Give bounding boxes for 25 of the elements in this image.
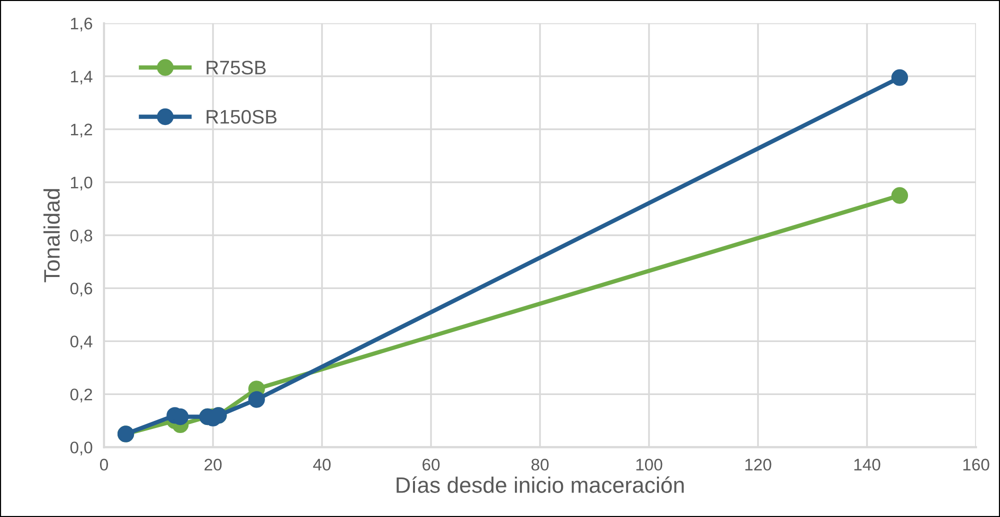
x-axis-title: Días desde inicio maceración bbox=[396, 476, 684, 493]
y-tick-label: 0,4 bbox=[70, 336, 92, 350]
point bbox=[891, 69, 908, 86]
y-tick-label: 1,2 bbox=[70, 124, 92, 138]
x-tick-label: 140 bbox=[854, 458, 880, 471]
x-tick-label: 160 bbox=[963, 458, 990, 471]
x-tick-label: 0 bbox=[100, 458, 108, 471]
y-tick-label: 0,6 bbox=[70, 282, 92, 296]
x-tick-label: 100 bbox=[636, 458, 662, 471]
y-tick-label: 0,0 bbox=[70, 442, 92, 456]
y-tick-label: 0,2 bbox=[70, 388, 92, 402]
x-tick-label: 60 bbox=[422, 458, 440, 471]
y-tick-label: 1,0 bbox=[70, 176, 92, 190]
x-tick-label: 120 bbox=[745, 458, 772, 471]
y-axis-title: Tonalidad bbox=[43, 189, 60, 282]
legend-label: R75SB bbox=[206, 60, 266, 74]
x-tick-label: 20 bbox=[204, 458, 222, 471]
x-tick-label: 80 bbox=[531, 458, 549, 471]
y-tick-label: 0,8 bbox=[70, 230, 92, 244]
point bbox=[891, 187, 908, 204]
point bbox=[248, 391, 265, 408]
y-tick-label: 1,6 bbox=[70, 18, 92, 32]
legend-label: R150SB bbox=[206, 110, 277, 124]
y-tick-label: 1,4 bbox=[70, 70, 92, 84]
x-tick-label: 40 bbox=[313, 458, 331, 471]
